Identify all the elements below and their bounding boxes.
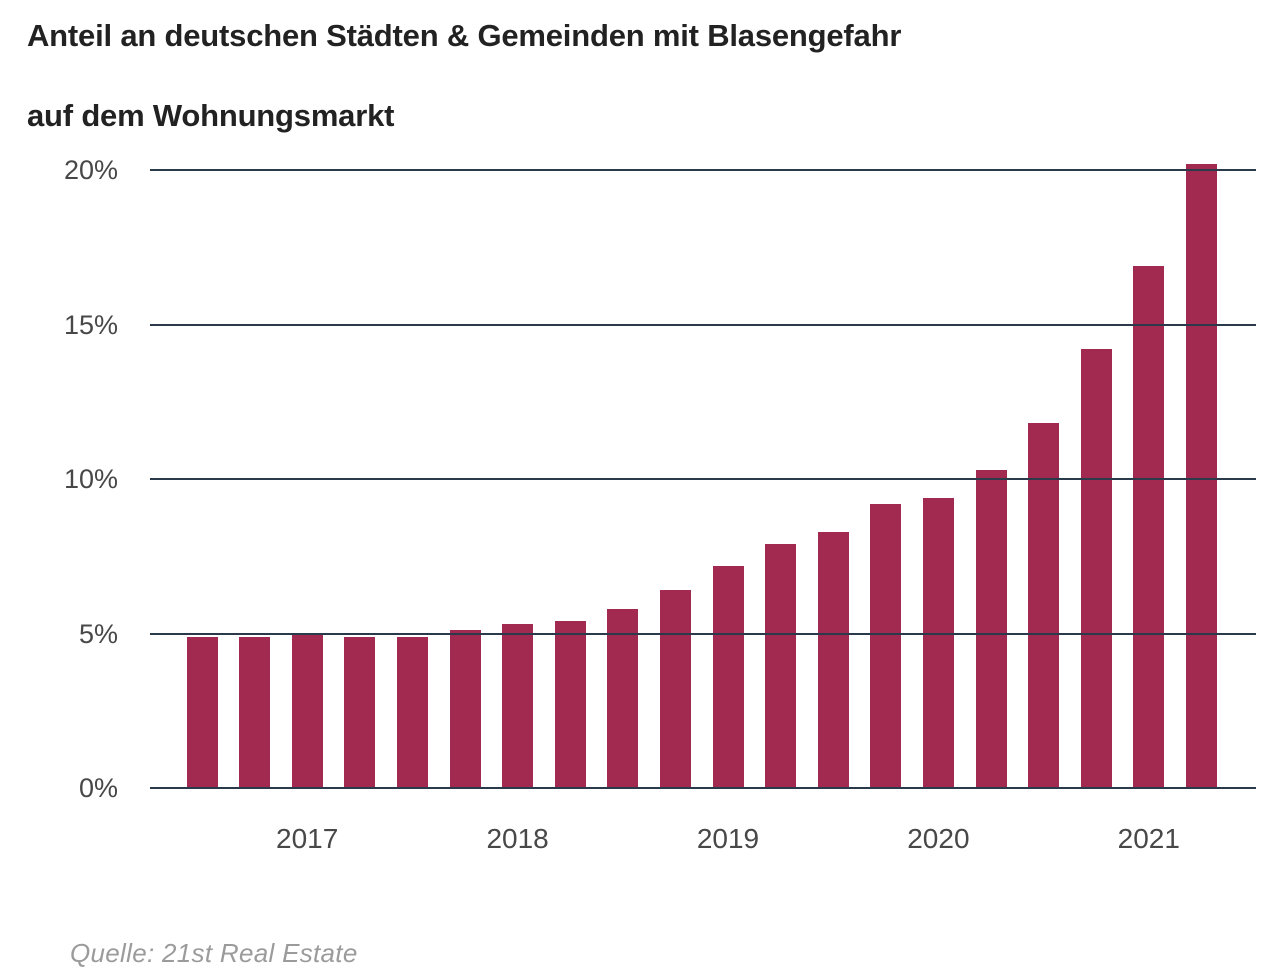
x-tick-label: 2021	[1117, 823, 1180, 854]
gridline	[150, 169, 1256, 171]
x-tick-label: 2018	[486, 823, 549, 854]
gridline	[150, 632, 1256, 635]
bar	[922, 497, 954, 788]
bar	[607, 608, 639, 788]
bar	[1185, 163, 1217, 788]
bar	[239, 636, 271, 788]
bar	[554, 621, 586, 788]
chart-title: Anteil an deutschen Städten & Gemeinden …	[27, 16, 901, 136]
bar	[396, 636, 428, 788]
y-tick-label: 5%	[78, 618, 118, 649]
chart-title-line1: Anteil an deutschen Städten & Gemeinden …	[27, 18, 902, 53]
x-tick-label: 2020	[907, 823, 970, 854]
bar	[291, 633, 323, 788]
y-tick-label: 15%	[63, 309, 118, 340]
bar	[344, 636, 376, 788]
bar	[1133, 265, 1165, 788]
bar	[975, 469, 1007, 788]
y-tick-label: 10%	[63, 464, 118, 494]
bar	[1028, 423, 1060, 788]
y-tick-label: 20%	[63, 155, 118, 185]
gridline	[150, 323, 1256, 326]
bar	[502, 624, 534, 788]
y-tick-label: 0%	[78, 773, 118, 803]
gridline	[150, 787, 1256, 789]
bar	[1080, 349, 1112, 788]
bar	[659, 590, 691, 788]
x-tick-label: 2017	[276, 823, 339, 854]
x-tick-label: 2019	[696, 823, 760, 854]
bar	[186, 636, 218, 788]
chart-title-line2: auf dem Wohnungsmarkt	[27, 98, 395, 133]
bar	[712, 565, 744, 788]
bar	[449, 630, 481, 788]
bar	[765, 543, 797, 788]
bar	[817, 531, 849, 788]
source-note: Quelle: 21st Real Estate	[70, 938, 358, 968]
bar	[870, 503, 902, 788]
gridline	[150, 478, 1256, 480]
